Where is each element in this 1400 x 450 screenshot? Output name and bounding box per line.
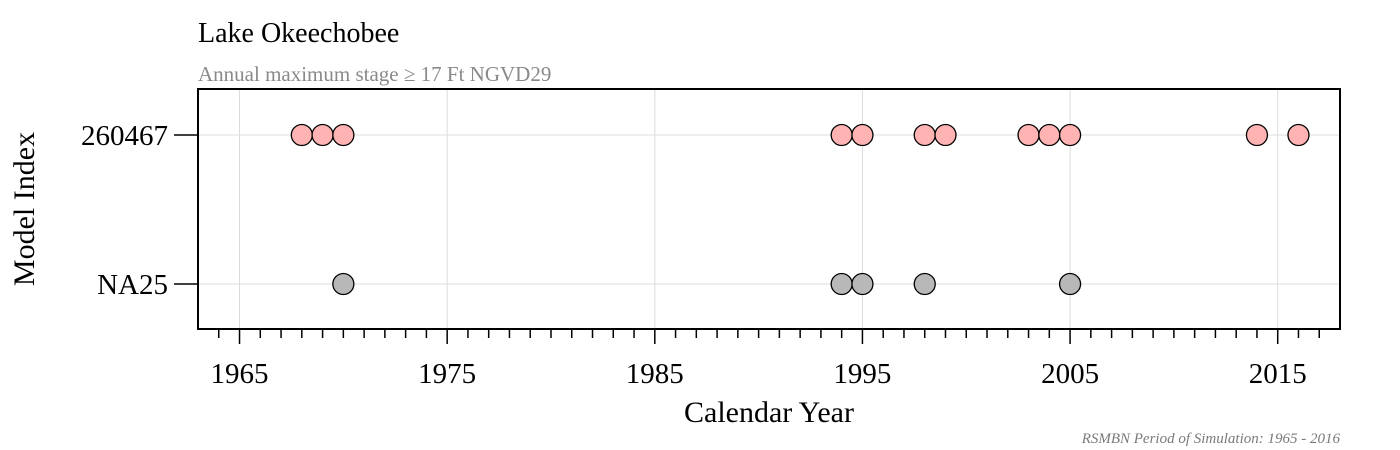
y-axis: 260467 NA25 [81,120,198,301]
y-tick-label: NA25 [97,269,168,301]
data-point [1287,123,1310,147]
data-point [332,123,355,147]
data-point [913,272,936,296]
data-point [934,123,957,147]
y-axis-title: Model Index [8,132,41,286]
data-points [290,123,1310,296]
caption: RSMBN Period of Simulation: 1965 - 2016 [1081,431,1341,447]
x-axis: 1965 1975 1985 1995 2005 2015 [211,329,1320,390]
x-tick-label: 1965 [211,358,269,390]
data-point [332,272,355,296]
data-point [311,123,334,147]
plot-frame [197,88,1341,330]
x-axis-title: Calendar Year [684,396,854,429]
data-point [1017,123,1040,147]
chart-subtitle: Annual maximum stage ≥ 17 Ft NGVD29 [198,62,551,86]
data-point [1245,123,1269,147]
x-tick-label: 1975 [418,358,476,390]
data-point [830,272,853,296]
data-point [1038,123,1061,147]
data-point [851,123,874,147]
x-tick-label: 2015 [1249,358,1307,390]
x-tick-label: 1995 [833,358,891,390]
data-point [1058,272,1082,296]
data-point [830,123,853,147]
grid-layer [198,89,1340,329]
x-tick-label: 2005 [1041,358,1099,390]
data-point [290,123,313,147]
data-point [851,272,874,296]
y-tick-label: 260467 [81,120,168,152]
data-point [1058,123,1082,147]
x-tick-label: 1985 [626,358,684,390]
data-point [913,123,936,147]
chart-title: Lake Okeechobee [198,18,399,49]
